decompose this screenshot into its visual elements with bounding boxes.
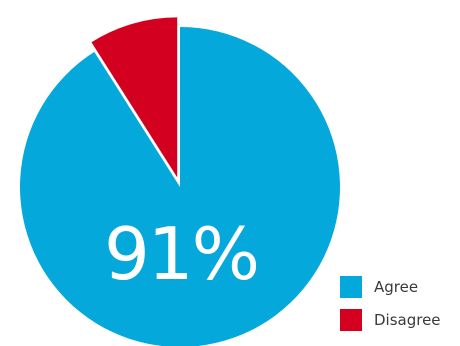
- legend-label-disagree: Disagree: [374, 311, 441, 329]
- legend-item-agree: Agree: [340, 276, 441, 298]
- pie-slice-agree: [20, 27, 340, 346]
- legend-swatch-agree: [340, 276, 362, 298]
- center-percent-label: 91%: [103, 212, 260, 296]
- pie-slice-disagree: [91, 17, 178, 178]
- legend-label-agree: Agree: [374, 278, 419, 296]
- legend-item-disagree: Disagree: [340, 309, 441, 331]
- legend-swatch-disagree: [340, 309, 362, 331]
- legend: Agree Disagree: [340, 276, 441, 342]
